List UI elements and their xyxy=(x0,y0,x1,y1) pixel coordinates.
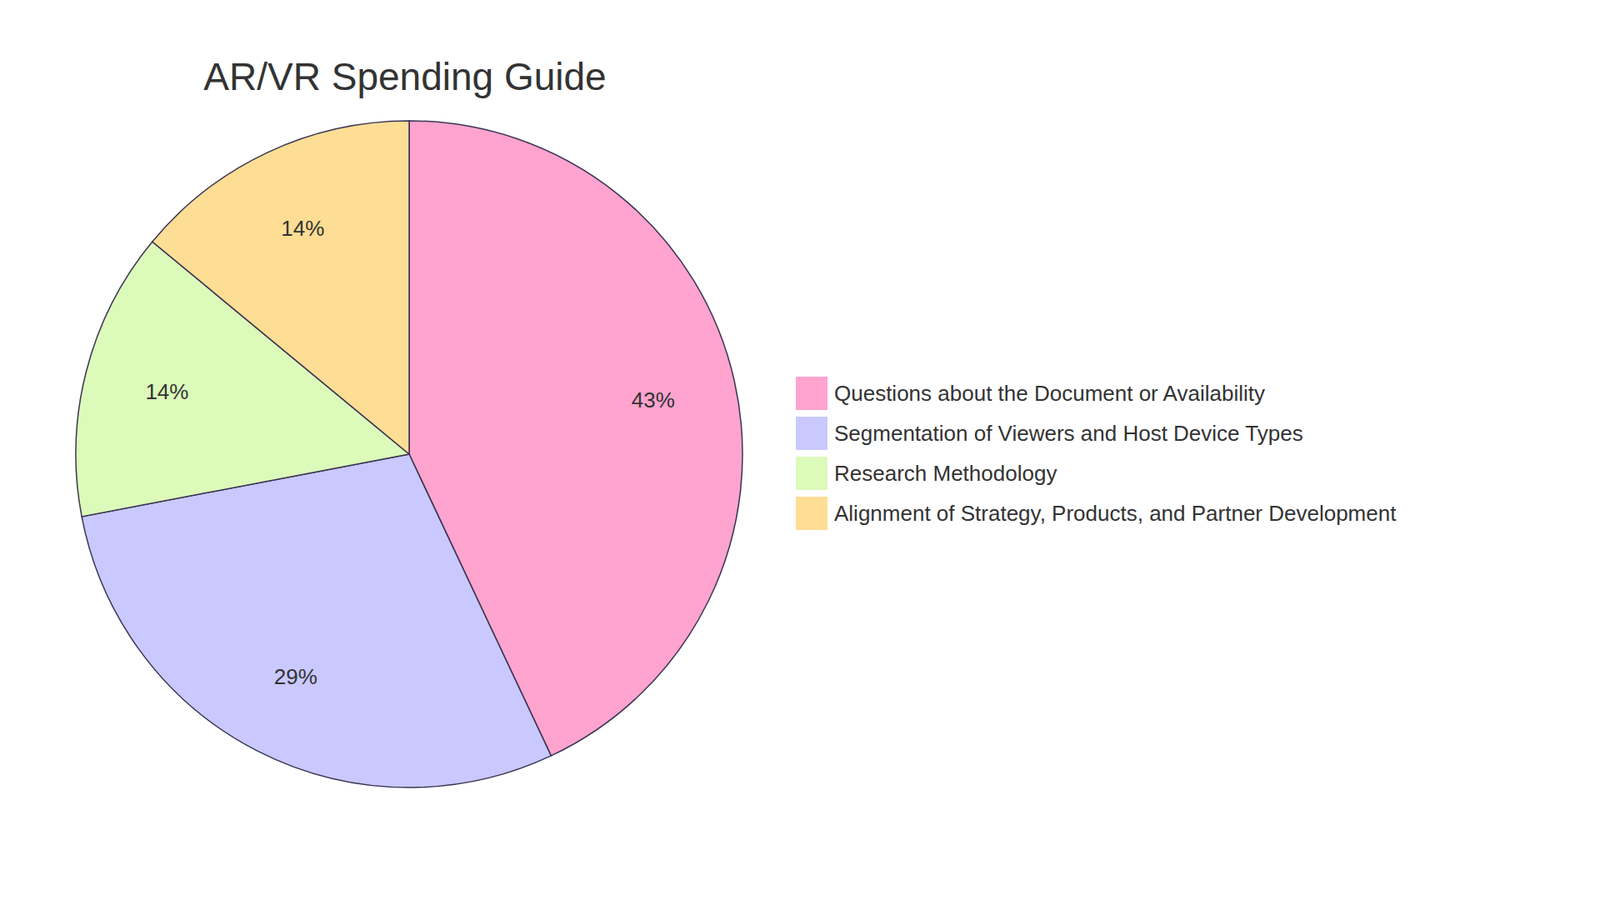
svg-text:43%: 43% xyxy=(631,387,675,413)
html-text:Questions about the Document o: Questions about the Document or Availabi… xyxy=(834,380,1265,406)
html-text:Segmentation of Viewers and Ho: Segmentation of Viewers and Host Device … xyxy=(834,420,1304,446)
html-text:AR/VR Spending Guide: AR/VR Spending Guide xyxy=(203,55,607,99)
svg-text:14%: 14% xyxy=(280,215,325,241)
svg-text:14%: 14% xyxy=(145,379,189,405)
html-text:Research Methodology: Research Methodology xyxy=(834,460,1057,486)
svg-text:29%: 29% xyxy=(274,664,318,690)
html-text:Alignment of Strategy, Product: Alignment of Strategy, Products, and Par… xyxy=(834,500,1397,526)
